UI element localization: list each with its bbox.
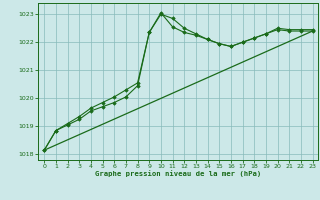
X-axis label: Graphe pression niveau de la mer (hPa): Graphe pression niveau de la mer (hPa) bbox=[95, 171, 261, 177]
